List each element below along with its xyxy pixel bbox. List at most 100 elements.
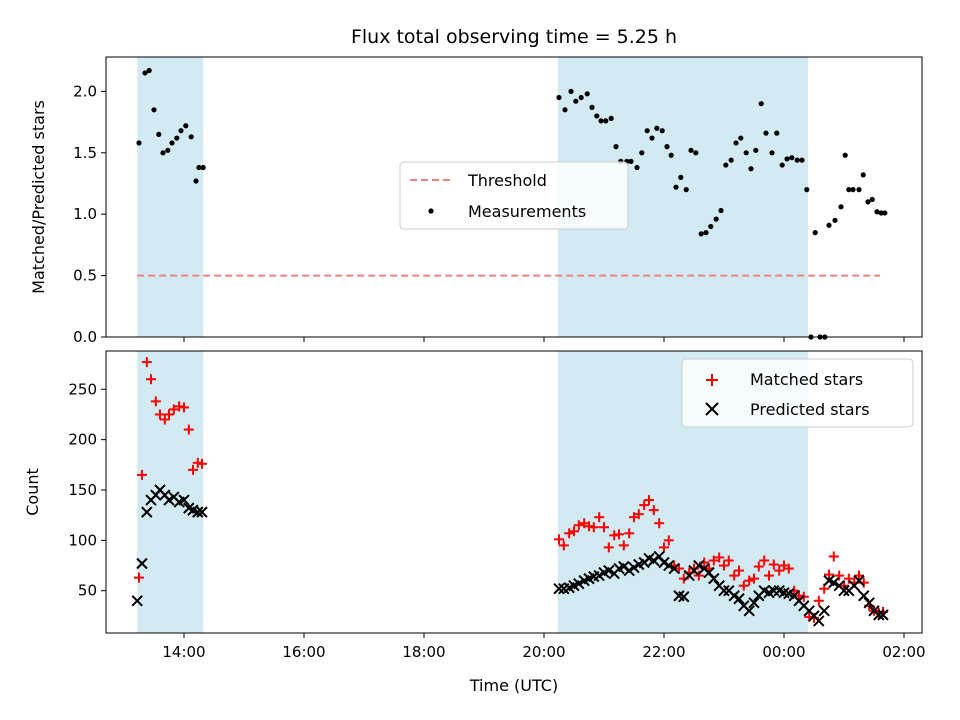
measurement-point xyxy=(178,128,184,134)
measurement-point xyxy=(160,150,166,156)
predicted-stars-point xyxy=(877,609,889,621)
chart-title: Flux total observing time = 5.25 h xyxy=(351,26,677,48)
matched-stars-point xyxy=(714,552,725,563)
matched-stars-point xyxy=(753,561,764,572)
measurement-point xyxy=(703,230,709,236)
measurement-point xyxy=(713,216,719,222)
predicted-stars-point xyxy=(813,615,825,627)
predicted-stars-point xyxy=(743,605,755,617)
x-tick-label: 22:00 xyxy=(642,643,685,661)
count-legend: Matched stars Predicted stars xyxy=(681,358,914,428)
measurement-point xyxy=(200,164,206,171)
x-axis-label: Time (UTC) xyxy=(469,676,558,695)
matched-stars-point xyxy=(648,505,659,516)
measurement-point xyxy=(188,134,194,140)
matched-stars-point xyxy=(599,522,609,533)
measurement-point xyxy=(743,150,749,156)
predicted-stars-point xyxy=(863,597,875,609)
y-tick-label: 0.5 xyxy=(73,267,97,285)
legend-predicted-label: Predicted stars xyxy=(750,400,870,419)
matched-stars-point xyxy=(197,458,207,469)
matched-stars-point xyxy=(603,542,614,553)
measurement-point xyxy=(846,187,852,193)
matched-stars-point xyxy=(738,580,749,591)
measurement-point xyxy=(812,230,818,236)
y-tick-label: 250 xyxy=(68,380,97,398)
measurement-point xyxy=(838,204,844,210)
ratio-panel-frame xyxy=(105,56,923,338)
measurement-point xyxy=(578,94,584,101)
matched-stars-point xyxy=(729,570,740,581)
predicted-stars-point xyxy=(192,506,204,518)
measurement-point xyxy=(850,187,856,193)
measurement-point xyxy=(169,140,175,146)
measurement-point xyxy=(146,67,152,74)
matched-stars-point xyxy=(188,464,198,475)
predicted-stars-point xyxy=(178,494,190,506)
measurement-point xyxy=(718,207,724,214)
predicted-stars-point xyxy=(663,559,675,572)
legend-matched-label: Matched stars xyxy=(750,370,863,389)
matched-stars-point xyxy=(813,595,824,606)
measurement-point xyxy=(568,88,574,94)
matched-stars-point xyxy=(159,414,170,425)
matched-stars-point xyxy=(564,528,575,539)
measurement-point xyxy=(738,135,744,141)
matched-stars-point xyxy=(794,590,804,601)
measurement-point xyxy=(594,113,600,119)
ratio-panel: 0.00.51.01.52.0 Matched/Predicted stars … xyxy=(29,56,923,346)
matched-stars-point xyxy=(624,528,635,539)
count-panel-frame xyxy=(105,350,923,634)
measurement-point xyxy=(869,196,875,203)
predicted-stars-point xyxy=(573,577,585,590)
measurement-point xyxy=(142,70,148,76)
ratio-legend-box xyxy=(399,161,629,230)
y-tick-label: 200 xyxy=(68,431,97,449)
matched-stars-point xyxy=(146,374,156,385)
measurement-point xyxy=(774,130,780,136)
matched-stars-point xyxy=(179,402,189,413)
matched-stars-point xyxy=(644,495,654,506)
matched-stars-point xyxy=(174,401,185,412)
measurement-point xyxy=(598,118,604,124)
predicted-stars-point xyxy=(678,591,690,603)
measurement-point xyxy=(865,199,871,205)
legend-matched-swatch xyxy=(706,374,718,386)
count-y-axis-label: Count xyxy=(23,468,42,516)
predicted-stars-point xyxy=(853,574,865,587)
matched-stars-point xyxy=(588,522,599,533)
measurement-point xyxy=(758,101,764,107)
measurement-point xyxy=(556,94,562,101)
measurement-point xyxy=(698,231,704,237)
ratio-legend: Threshold Measurements xyxy=(399,161,629,230)
matched-stars-point xyxy=(150,396,161,407)
predicted-stars-point xyxy=(141,506,153,518)
predicted-stars-point xyxy=(733,593,745,605)
matched-stars-point xyxy=(828,551,839,562)
measurement-point xyxy=(688,147,694,153)
matched-stars-point xyxy=(639,500,650,511)
matched-stars-point xyxy=(843,573,854,584)
measurement-point xyxy=(628,158,634,164)
measurement-point xyxy=(156,131,162,137)
x-tick-label: 02:00 xyxy=(882,643,925,661)
matched-stars-point xyxy=(633,509,644,520)
measurement-point xyxy=(842,152,848,158)
matched-stars-point xyxy=(594,512,605,523)
measurement-point xyxy=(584,91,590,97)
measurement-point xyxy=(659,128,665,134)
matched-stars-point xyxy=(573,520,584,531)
predicted-stars-point xyxy=(748,597,760,609)
matched-stars-point xyxy=(854,570,864,581)
y-tick-label: 100 xyxy=(68,531,97,549)
matched-stars-point xyxy=(618,540,629,551)
measurement-point xyxy=(136,140,142,146)
matched-stars-point xyxy=(164,409,174,420)
predicted-stars-point xyxy=(693,559,705,572)
predicted-stars-point xyxy=(131,595,143,607)
measurement-point xyxy=(799,157,805,163)
measurement-point xyxy=(673,184,679,190)
count-panel: 14:00 16:00 18:00 20:00 22:00 00:00 02:00 50 10… xyxy=(23,350,926,695)
matched-stars-point xyxy=(614,529,624,540)
measurement-point xyxy=(678,174,684,180)
